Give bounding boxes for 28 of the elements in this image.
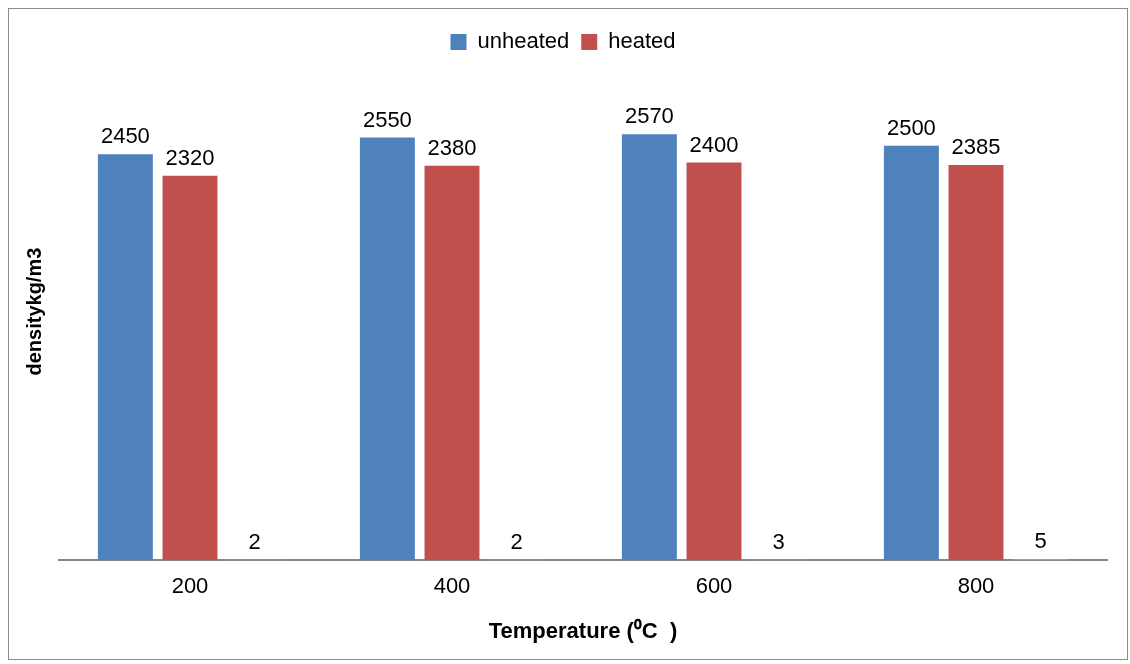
x-axis-title: Temperature (⁰C ) <box>488 617 678 643</box>
data-label: 2400 <box>689 131 739 157</box>
bar <box>424 165 480 561</box>
data-label: 5 <box>1034 528 1047 554</box>
data-label: 2450 <box>100 123 150 149</box>
y-axis-title: densitykg/m3 <box>22 247 45 376</box>
data-label: 2385 <box>951 133 1001 159</box>
x-tick-label: 400 <box>433 573 471 599</box>
bar <box>686 162 742 561</box>
bar <box>359 137 415 561</box>
bar <box>948 164 1004 561</box>
data-label: 3 <box>772 528 785 554</box>
bar <box>97 154 153 561</box>
data-label: 2 <box>510 528 523 554</box>
x-tick-label: 800 <box>957 573 995 599</box>
data-label: 2550 <box>362 106 412 132</box>
x-tick-label: 600 <box>695 573 733 599</box>
data-label: 2380 <box>427 134 477 160</box>
bar <box>883 145 939 561</box>
data-label: 2320 <box>165 144 215 170</box>
x-tick-label: 200 <box>171 573 209 599</box>
bar <box>621 134 677 561</box>
legend-label: heated <box>608 28 676 54</box>
legend-label: unheated <box>477 28 570 54</box>
bar <box>162 175 218 561</box>
data-label: 2570 <box>624 103 674 129</box>
data-label: 2500 <box>886 114 936 140</box>
data-label: 2 <box>248 528 261 554</box>
